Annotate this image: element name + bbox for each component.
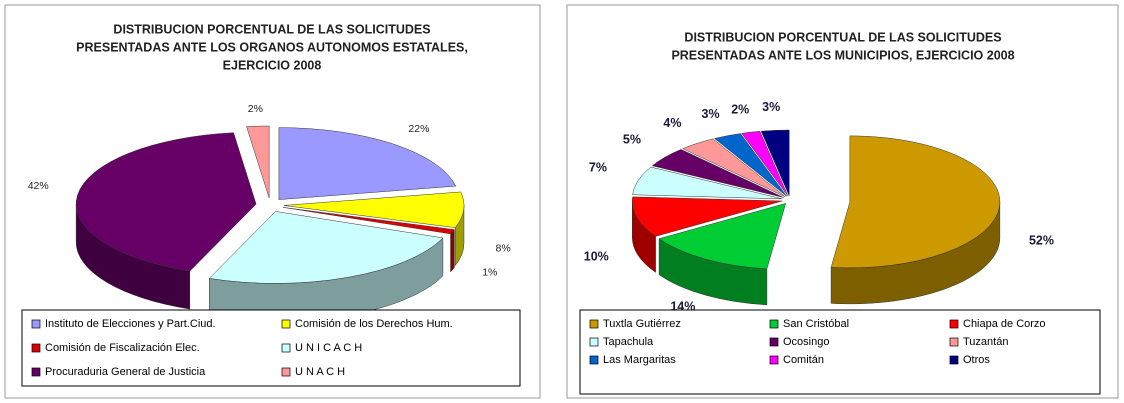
legend-swatch xyxy=(589,337,599,347)
data-label: 7% xyxy=(589,161,607,175)
legend-label: Instituto de Elecciones y Part.Ciud. xyxy=(45,318,216,330)
legend-box xyxy=(21,309,521,387)
pie-slice xyxy=(208,211,444,284)
legend-label: Tuxtla Gutiérrez xyxy=(603,318,681,330)
chart-title: EJERCICIO 2008 xyxy=(223,58,322,72)
data-label: 8% xyxy=(496,242,511,254)
pie-slice xyxy=(658,203,787,270)
legend-swatch xyxy=(769,319,779,329)
legend-swatch xyxy=(281,343,291,353)
legend-label: Procuraduria General de Justicia xyxy=(45,366,206,378)
legend-swatch xyxy=(31,319,41,329)
data-label: 4% xyxy=(663,116,681,130)
data-label: 10% xyxy=(584,249,609,263)
legend-label: Comisión de los Derechos Hum. xyxy=(295,318,453,330)
data-label: 3% xyxy=(762,100,780,114)
pie-slice xyxy=(760,129,790,197)
legend-swatch xyxy=(949,319,959,329)
legend-label: Tapachula xyxy=(603,336,654,348)
legend-label: U N I C A C H xyxy=(295,342,362,354)
pie-labels: 52%14%10%7%5%4%3% 2% 3% xyxy=(584,100,1054,313)
legend-label: Comitán xyxy=(783,354,824,366)
legend-swatch xyxy=(949,355,959,365)
legend-swatch xyxy=(949,337,959,347)
legend-swatch xyxy=(589,355,599,365)
legend-label: U N A C H xyxy=(295,366,345,378)
pie-slice xyxy=(75,132,257,272)
legend-swatch xyxy=(769,337,779,347)
pie-slice xyxy=(741,131,789,197)
legend-label: Las Margaritas xyxy=(603,354,676,366)
legend-box xyxy=(579,309,1101,395)
data-label: 5% xyxy=(623,133,641,147)
pie-slice xyxy=(632,166,783,200)
pie-tops xyxy=(632,129,1001,270)
pie-slice xyxy=(681,138,786,197)
pie-slice xyxy=(246,125,270,199)
pie-slice xyxy=(714,133,788,197)
pie-slice xyxy=(830,135,1001,269)
legend-label: Otros xyxy=(963,354,990,366)
legend-label: Comisión de Fiscalización Elec. xyxy=(45,342,200,354)
pie-slice xyxy=(632,196,783,237)
legend-swatch xyxy=(281,367,291,377)
legend-label: San Cristóbal xyxy=(783,318,849,330)
chart-title: PRESENTADAS ANTE LOS MUNICIPIOS, EJERCIC… xyxy=(671,48,1014,62)
pie-slice xyxy=(278,127,457,200)
data-label: 42% xyxy=(28,180,49,192)
legend-label: Ocosingo xyxy=(783,336,829,348)
data-label: 1% xyxy=(482,267,497,279)
pie-tops xyxy=(75,125,465,284)
legend-label: Tuzantán xyxy=(963,336,1008,348)
data-label: 52% xyxy=(1029,234,1054,248)
pie-sides xyxy=(75,204,465,322)
data-label: 22% xyxy=(408,123,429,135)
legend-label: Chiapa de Corzo xyxy=(963,318,1046,330)
chart-title: PRESENTADAS ANTE LOS ORGANOS AUTONOMOS E… xyxy=(76,40,468,54)
legend-swatch xyxy=(281,319,291,329)
pie-sides xyxy=(632,200,1001,306)
pie-slice xyxy=(283,207,455,235)
legend-swatch xyxy=(769,355,779,365)
legend-swatch xyxy=(31,367,41,377)
pie-slice xyxy=(283,191,465,228)
pie-slice-side xyxy=(450,228,455,273)
data-label: 2% xyxy=(731,102,749,116)
chart-title: DISTRIBUCION PORCENTUAL DE LAS SOLICITUD… xyxy=(684,30,1001,44)
chart-title: DISTRIBUCION PORCENTUAL DE LAS SOLICITUD… xyxy=(113,22,430,36)
data-label: 2% xyxy=(248,103,263,115)
legend-swatch xyxy=(31,343,41,353)
legend-swatch xyxy=(589,319,599,329)
data-label: 3% xyxy=(702,107,720,121)
pie-slice xyxy=(651,149,784,198)
